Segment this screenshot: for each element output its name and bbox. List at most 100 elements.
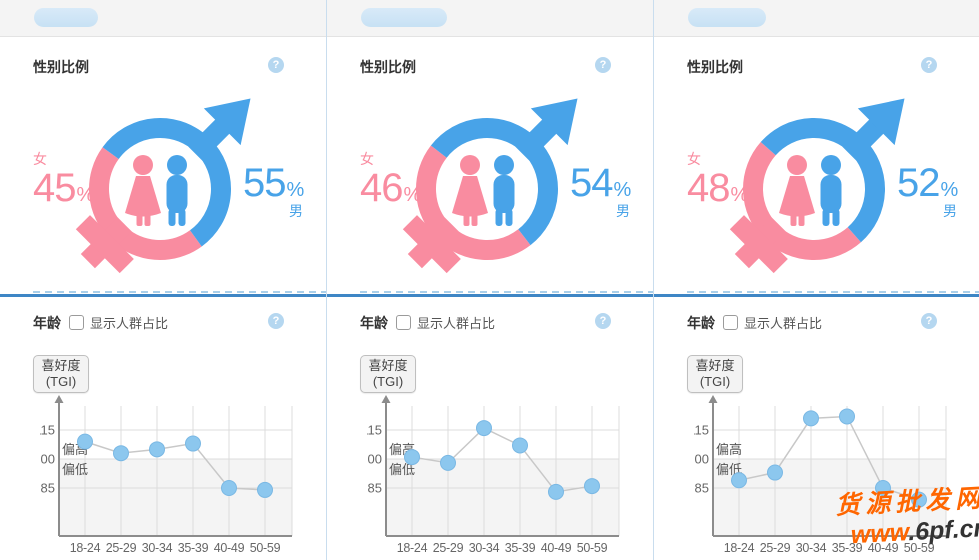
- y-tick-label: 85: [695, 481, 709, 496]
- female-label: 女: [33, 151, 47, 167]
- female-icon-dress: [452, 176, 488, 217]
- male-icon-leg: [505, 209, 513, 226]
- age-data-point[interactable]: [839, 408, 855, 425]
- age-data-point[interactable]: [149, 441, 165, 458]
- gender-section-title: 性别比例: [33, 59, 89, 75]
- age-data-point[interactable]: [476, 420, 492, 437]
- show-population-share-checkbox[interactable]: [69, 315, 84, 330]
- y-tick-label: 100: [367, 452, 382, 467]
- age-data-point[interactable]: [440, 454, 456, 471]
- age-data-point[interactable]: [185, 435, 201, 452]
- age-data-point[interactable]: [584, 478, 600, 495]
- gender-symbol-graphic: [75, 98, 251, 274]
- male-percentage: 52%: [897, 161, 959, 205]
- redacted-keyword-pill[interactable]: [361, 8, 447, 27]
- gridlines: [59, 406, 293, 536]
- female-icon-dress: [779, 176, 815, 217]
- age-data-point[interactable]: [731, 472, 747, 489]
- y-tick-label: 100: [694, 452, 709, 467]
- age-data-point[interactable]: [875, 480, 891, 496]
- help-icon[interactable]: ?: [595, 313, 611, 329]
- below-average-label: 偏低: [389, 462, 415, 477]
- help-icon[interactable]: ?: [268, 313, 284, 329]
- male-arrow-head: [530, 98, 578, 146]
- x-tick-label: 40-49: [541, 541, 572, 555]
- age-section-title: 年龄: [360, 315, 388, 331]
- below-average-shade: [713, 459, 946, 536]
- male-arrow-head: [857, 98, 905, 146]
- section-divider: [654, 291, 979, 297]
- help-icon[interactable]: ?: [921, 57, 937, 73]
- male-icon-head: [167, 155, 187, 175]
- age-data-point[interactable]: [548, 483, 564, 500]
- age-data-point[interactable]: [512, 437, 528, 454]
- age-data-point[interactable]: [803, 410, 819, 427]
- panel-column: 性别比例 ? 女 45% 55% 男 年龄 显示人群占比 ? 喜好度 (TGI) …: [0, 0, 327, 560]
- y-axis-label-line1: 喜好度: [695, 358, 735, 373]
- x-tick-label: 25-29: [433, 541, 464, 555]
- x-tick-label: 40-49: [868, 541, 899, 555]
- x-tick-label: 18-24: [70, 541, 101, 555]
- y-axis-arrow: [381, 395, 391, 403]
- age-tgi-line-chart: 11510085偏高偏低18-2425-2930-3435-3940-4950-…: [367, 395, 620, 555]
- female-icon-dress: [125, 176, 161, 217]
- age-tgi-line-chart: 11510085偏高偏低18-2425-2930-3435-3940-4950-…: [694, 395, 947, 555]
- female-percentage: 45%: [33, 166, 95, 210]
- male-icon-body: [166, 175, 188, 213]
- male-label: 男: [289, 203, 303, 219]
- age-section-header: 年龄 显示人群占比 ?: [674, 313, 959, 331]
- female-stat: 女 48%: [687, 151, 748, 208]
- age-data-point[interactable]: [257, 481, 273, 498]
- male-arrow-shaft: [842, 116, 887, 161]
- male-icon-leg: [832, 209, 840, 226]
- redacted-keyword-pill[interactable]: [688, 8, 766, 27]
- x-tick-label: 50-59: [577, 541, 608, 555]
- age-data-point[interactable]: [404, 449, 420, 466]
- age-data-point[interactable]: [113, 445, 129, 462]
- y-tick-label: 100: [40, 452, 55, 467]
- y-tick-label: 115: [40, 423, 55, 438]
- age-section-header: 年龄 显示人群占比 ?: [347, 313, 633, 331]
- y-axis-label-line2: (TGI): [699, 374, 731, 389]
- help-icon[interactable]: ?: [268, 57, 284, 73]
- help-icon[interactable]: ?: [595, 57, 611, 73]
- gender-donut-chart: 女 45% 55% 男: [0, 79, 326, 291]
- female-cross-crossbar: [729, 215, 788, 274]
- female-label: 女: [360, 151, 374, 167]
- female-cross-crossbar: [402, 215, 461, 274]
- female-stat: 女 45%: [33, 151, 95, 210]
- male-arrow-shaft: [515, 116, 560, 161]
- below-average-label: 偏低: [62, 462, 88, 477]
- gender-section-title: 性别比例: [687, 59, 743, 75]
- age-data-point[interactable]: [221, 480, 237, 496]
- y-tick-label: 115: [367, 423, 382, 438]
- age-section-header: 年龄 显示人群占比 ?: [20, 313, 306, 331]
- age-tgi-line-chart: 11510085偏高偏低18-2425-2930-3435-3940-4950-…: [40, 395, 293, 555]
- x-tick-label: 18-24: [397, 541, 428, 555]
- age-data-point[interactable]: [911, 491, 927, 508]
- female-stat: 女 46%: [360, 151, 421, 208]
- y-axis-label-line1: 喜好度: [368, 358, 408, 373]
- male-stat: 54% 男: [570, 163, 631, 219]
- male-icon-leg: [178, 209, 186, 226]
- gender-person-icons: [125, 155, 188, 226]
- female-icon-head: [133, 155, 153, 175]
- x-tick-label: 25-29: [760, 541, 791, 555]
- redacted-keyword-pill[interactable]: [34, 8, 98, 27]
- gender-person-icons: [779, 155, 842, 226]
- female-icon-leg: [136, 213, 143, 226]
- female-icon-head: [787, 155, 807, 175]
- gridlines: [713, 406, 947, 536]
- male-arrow-shaft: [188, 116, 233, 161]
- x-tick-label: 25-29: [106, 541, 137, 555]
- show-population-share-label: 显示人群占比: [744, 316, 823, 331]
- age-data-point[interactable]: [767, 464, 783, 481]
- show-population-share-checkbox[interactable]: [723, 315, 738, 330]
- x-tick-label: 30-34: [796, 541, 827, 555]
- gender-symbol-graphic: [729, 98, 905, 274]
- x-tick-label: 50-59: [250, 541, 281, 555]
- age-data-point[interactable]: [77, 433, 93, 450]
- show-population-share-checkbox[interactable]: [396, 315, 411, 330]
- help-icon[interactable]: ?: [921, 313, 937, 329]
